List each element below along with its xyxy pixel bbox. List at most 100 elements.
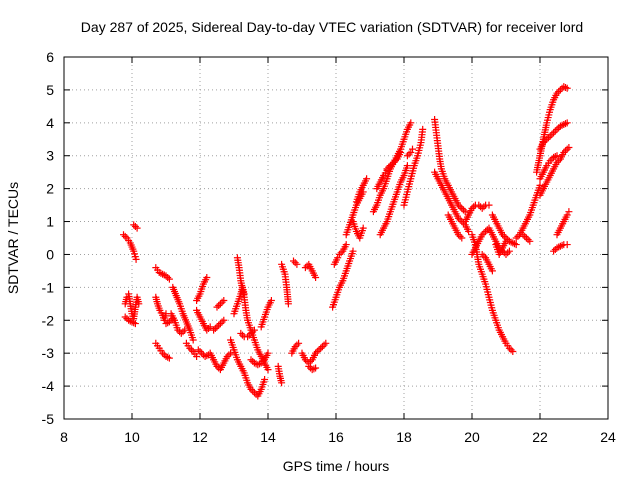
data-point — [157, 269, 165, 277]
data-point — [555, 157, 563, 165]
data-point — [315, 346, 323, 354]
data-point — [198, 349, 206, 357]
data-point — [502, 250, 510, 258]
data-point — [215, 321, 223, 329]
data-point — [218, 318, 226, 326]
series-arc-28 — [301, 260, 320, 281]
data-point — [301, 264, 309, 272]
data-point — [312, 349, 320, 357]
data-point — [470, 203, 478, 211]
series-arc-54 — [536, 119, 571, 153]
series-arc-25 — [274, 362, 286, 387]
data-point — [383, 167, 391, 175]
data-point — [454, 231, 462, 239]
data-point — [458, 204, 466, 212]
data-point — [560, 83, 568, 91]
data-point — [555, 243, 563, 251]
data-point — [359, 224, 367, 232]
series-arc-15 — [206, 349, 235, 374]
data-point — [475, 201, 483, 209]
data-point — [293, 341, 301, 349]
data-point — [524, 236, 532, 244]
data-point — [465, 227, 473, 235]
data-point — [522, 234, 530, 242]
x-tick-label: 16 — [328, 429, 344, 445]
data-point — [223, 352, 231, 360]
series-arc-8 — [169, 283, 197, 344]
data-point — [565, 208, 573, 216]
series-arc-30 — [305, 362, 320, 374]
data-point — [556, 122, 564, 130]
data-point — [216, 320, 224, 328]
series-arc-29 — [298, 339, 330, 367]
data-point — [126, 317, 134, 325]
data-point — [247, 356, 255, 364]
y-axis-label: SDTVAR / TECUs — [5, 182, 21, 294]
data-point — [245, 331, 253, 339]
data-point — [278, 379, 286, 387]
data-point — [165, 318, 173, 326]
data-point — [206, 323, 214, 331]
data-point — [488, 267, 496, 275]
series-arc-6 — [152, 293, 170, 324]
data-point — [310, 365, 318, 373]
series-arc-5 — [152, 264, 173, 283]
data-point — [480, 229, 488, 237]
data-point — [295, 339, 303, 347]
data-point — [456, 203, 464, 211]
data-point — [543, 135, 551, 143]
series-arc-26 — [288, 339, 303, 357]
data-point — [264, 349, 272, 357]
data-point — [247, 385, 255, 393]
data-point — [181, 326, 189, 334]
data-point — [135, 300, 143, 308]
data-point — [130, 221, 138, 229]
plot-frame — [63, 56, 609, 420]
series-arc-2 — [120, 231, 140, 263]
series-arc-57 — [550, 241, 571, 255]
series-arc-56 — [536, 152, 561, 183]
series-arc-22 — [247, 349, 272, 369]
data-point — [563, 119, 571, 127]
data-point — [189, 336, 197, 344]
data-point — [507, 346, 515, 354]
data-point — [482, 227, 490, 235]
data-point — [507, 238, 515, 246]
data-point — [284, 300, 292, 308]
data-point — [563, 84, 571, 92]
series-arc-32 — [330, 241, 350, 268]
data-point — [560, 120, 568, 128]
data-point — [318, 343, 326, 351]
data-point — [213, 303, 221, 311]
data-points — [120, 83, 573, 400]
data-point — [562, 120, 569, 128]
data-point — [312, 273, 320, 281]
series-arc-42 — [431, 116, 469, 216]
data-point — [456, 232, 464, 240]
data-point — [211, 325, 219, 332]
data-point — [213, 323, 221, 331]
series-arc-43 — [431, 168, 473, 235]
data-point — [500, 232, 508, 240]
data-point — [405, 150, 413, 158]
data-point — [480, 252, 488, 260]
x-tick-label: 8 — [60, 429, 68, 445]
x-tick-label: 18 — [396, 429, 412, 445]
data-point — [456, 216, 464, 224]
data-point — [403, 152, 411, 160]
data-point — [485, 201, 493, 209]
y-tick-label: 6 — [46, 49, 54, 65]
data-point — [203, 326, 211, 334]
data-point — [164, 353, 172, 361]
data-point — [505, 344, 513, 352]
data-point — [167, 316, 175, 324]
data-point — [196, 348, 204, 356]
data-point — [539, 139, 547, 147]
series-arc-13 — [193, 273, 211, 305]
data-point — [550, 153, 558, 161]
data-point — [194, 346, 202, 354]
series-arc-34 — [349, 218, 367, 242]
data-point — [162, 320, 170, 328]
series-arc-11 — [162, 315, 177, 328]
